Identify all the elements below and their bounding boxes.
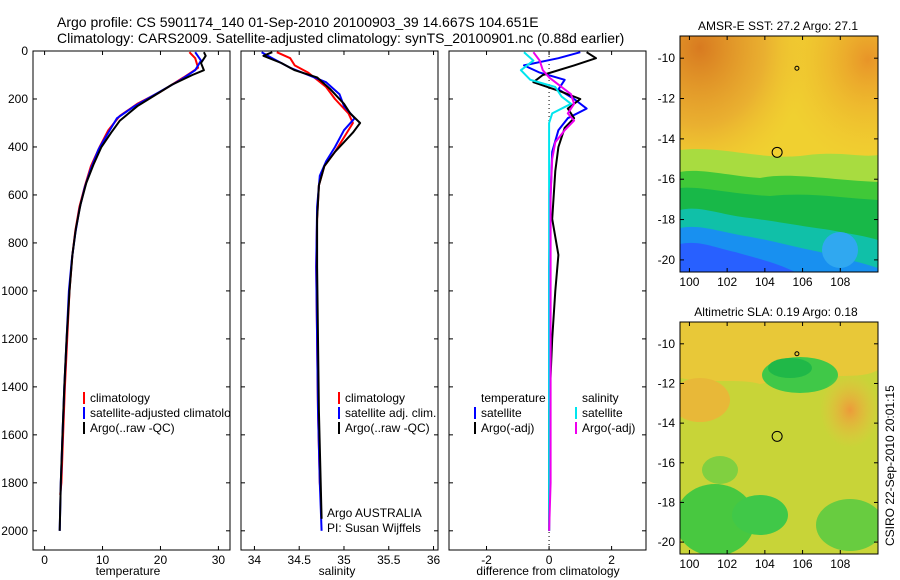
map-y-tick-label: -20 <box>658 535 676 549</box>
argo-position-marker <box>771 146 783 158</box>
x-tick-label: 2 <box>608 553 615 567</box>
temperature-xlabel: temperature <box>96 564 161 578</box>
map-x-tick-label: 108 <box>830 557 850 571</box>
legend-label-sal-argo: Argo(-adj) <box>582 421 635 435</box>
other-float-marker <box>794 65 800 71</box>
sla-heatmap <box>680 322 878 554</box>
x-tick-label: 35 <box>337 553 351 567</box>
series-line-temperature-argo-adj <box>532 51 597 531</box>
series-line-salinity-argo-adj <box>532 51 576 531</box>
series-line-satellite-adj-clim <box>261 51 356 531</box>
header-line-2: Climatology: CARS2009. Satellite-adjuste… <box>57 30 624 46</box>
sla-map-title: Altimetric SLA: 0.19 Argo: 0.18 <box>694 305 858 319</box>
series-line-argo-raw-qc <box>58 51 207 531</box>
temperature-series-group <box>58 51 207 531</box>
series-line-satellite-adjusted-climatology <box>58 51 202 531</box>
x-tick-label: 34 <box>248 553 262 567</box>
map-y-tick-label: -18 <box>658 495 676 509</box>
map-y-tick-label: -10 <box>658 337 676 351</box>
legend-label-satellite: satellite adj. clim. <box>345 406 436 420</box>
salinity-panel-frame <box>240 50 439 551</box>
annotation-argo-australia: Argo AUSTRALIA <box>327 506 422 520</box>
argo-position-marker <box>771 430 783 442</box>
map-y-tick-label: -14 <box>658 416 676 430</box>
x-tick-label: 30 <box>212 553 226 567</box>
legend-header-temperature: temperature <box>481 391 546 405</box>
sst-map-frame <box>679 35 879 273</box>
y-tick-label: 1000 <box>1 284 28 298</box>
x-tick-label: -2 <box>481 553 492 567</box>
map-x-tick-label: 102 <box>717 275 737 289</box>
legend-label-climatology: climatology <box>90 391 150 405</box>
sst-map-ticks: 100 102 104 106 108 -10 -12 -14 -16 -18 -20 <box>658 36 878 289</box>
y-tick-label: 600 <box>8 188 28 202</box>
sst-map-title: AMSR-E SST: 27.2 Argo: 27.1 <box>698 19 858 33</box>
legend-label-satellite: satellite-adjusted climatology <box>90 406 243 420</box>
map-x-tick-label: 104 <box>755 557 775 571</box>
difference-series-group <box>519 51 597 531</box>
temperature-legend: climatology satellite-adjusted climatolo… <box>83 391 243 435</box>
y-tick-label: 400 <box>8 140 28 154</box>
map-y-tick-label: -12 <box>658 376 676 390</box>
temperature-panel-frame <box>32 50 231 551</box>
legend-label-argo: Argo(..raw -QC) <box>90 421 175 435</box>
x-tick-label: 0 <box>546 553 553 567</box>
sla-map-ticks: 100 102 104 106 108 -10 -12 -14 -16 -18 -20 <box>658 322 878 571</box>
x-tick-label: 10 <box>96 553 110 567</box>
legend-label-sal-satellite: satellite <box>582 406 623 420</box>
legend-label-temp-argo: Argo(-adj) <box>481 421 534 435</box>
map-x-tick-label: 108 <box>830 275 850 289</box>
map-y-tick-label: -12 <box>658 92 676 106</box>
x-tick-label: 20 <box>154 553 168 567</box>
x-tick-label: 36 <box>427 553 441 567</box>
series-line-climatology <box>276 51 354 495</box>
map-x-tick-label: 106 <box>793 557 813 571</box>
salinity-axis-ticks: 34 34.5 35 35.5 36 <box>248 51 441 567</box>
map-x-tick-label: 104 <box>755 275 775 289</box>
map-y-tick-label: -16 <box>658 456 676 470</box>
y-tick-label: 1200 <box>1 332 28 346</box>
map-x-tick-label: 100 <box>679 557 699 571</box>
x-tick-label: 0 <box>41 553 48 567</box>
difference-panel-frame <box>448 50 647 551</box>
map-y-tick-label: -14 <box>658 132 676 146</box>
map-x-tick-label: 100 <box>679 275 699 289</box>
x-tick-label: 34.5 <box>288 553 312 567</box>
series-line-salinity-satellite <box>519 51 572 531</box>
legend-label-climatology: climatology <box>345 391 405 405</box>
temperature-axis-ticks: 0 10 20 30 <box>41 51 225 567</box>
y-tick-label: 800 <box>8 236 28 250</box>
map-y-tick-label: -10 <box>658 51 676 65</box>
salinity-legend: climatology satellite adj. clim. Argo(..… <box>327 391 436 535</box>
map-x-tick-label: 106 <box>793 275 813 289</box>
map-y-tick-label: -20 <box>658 253 676 267</box>
salinity-series-group <box>261 51 362 531</box>
y-tick-label: 0 <box>21 44 28 58</box>
series-line-argo-raw-qc <box>262 51 362 519</box>
annotation-pi-name: PI: Susan Wijffels <box>327 521 421 535</box>
legend-header-salinity: salinity <box>582 391 619 405</box>
y-tick-label: 1800 <box>1 476 28 490</box>
y-tick-label: 200 <box>8 92 28 106</box>
depth-axis-ticks: 0 200 400 600 800 1000 1200 1400 1600 1800 2000 <box>1 44 646 538</box>
map-y-tick-label: -18 <box>658 213 676 227</box>
other-float-marker <box>794 351 800 357</box>
y-tick-label: 2000 <box>1 524 28 538</box>
header-line-1: Argo profile: CS 5901174_140 01-Sep-2010… <box>57 14 539 30</box>
legend-label-temp-satellite: satellite <box>481 406 522 420</box>
footer-timestamp: CSIRO 22-Sep-2010 20:01:15 <box>883 385 897 546</box>
difference-xlabel: difference from climatology <box>476 564 619 578</box>
map-x-tick-label: 102 <box>717 557 737 571</box>
sla-map-frame <box>679 321 879 555</box>
salinity-xlabel: salinity <box>319 564 356 578</box>
legend-label-argo: Argo(..raw -QC) <box>345 421 430 435</box>
difference-legend: temperature salinity satellite Argo(-adj… <box>474 391 635 435</box>
y-tick-label: 1600 <box>1 428 28 442</box>
y-tick-label: 1400 <box>1 380 28 394</box>
x-tick-label: 35.5 <box>377 553 401 567</box>
map-y-tick-label: -16 <box>658 172 676 186</box>
sst-heatmap <box>680 36 878 272</box>
